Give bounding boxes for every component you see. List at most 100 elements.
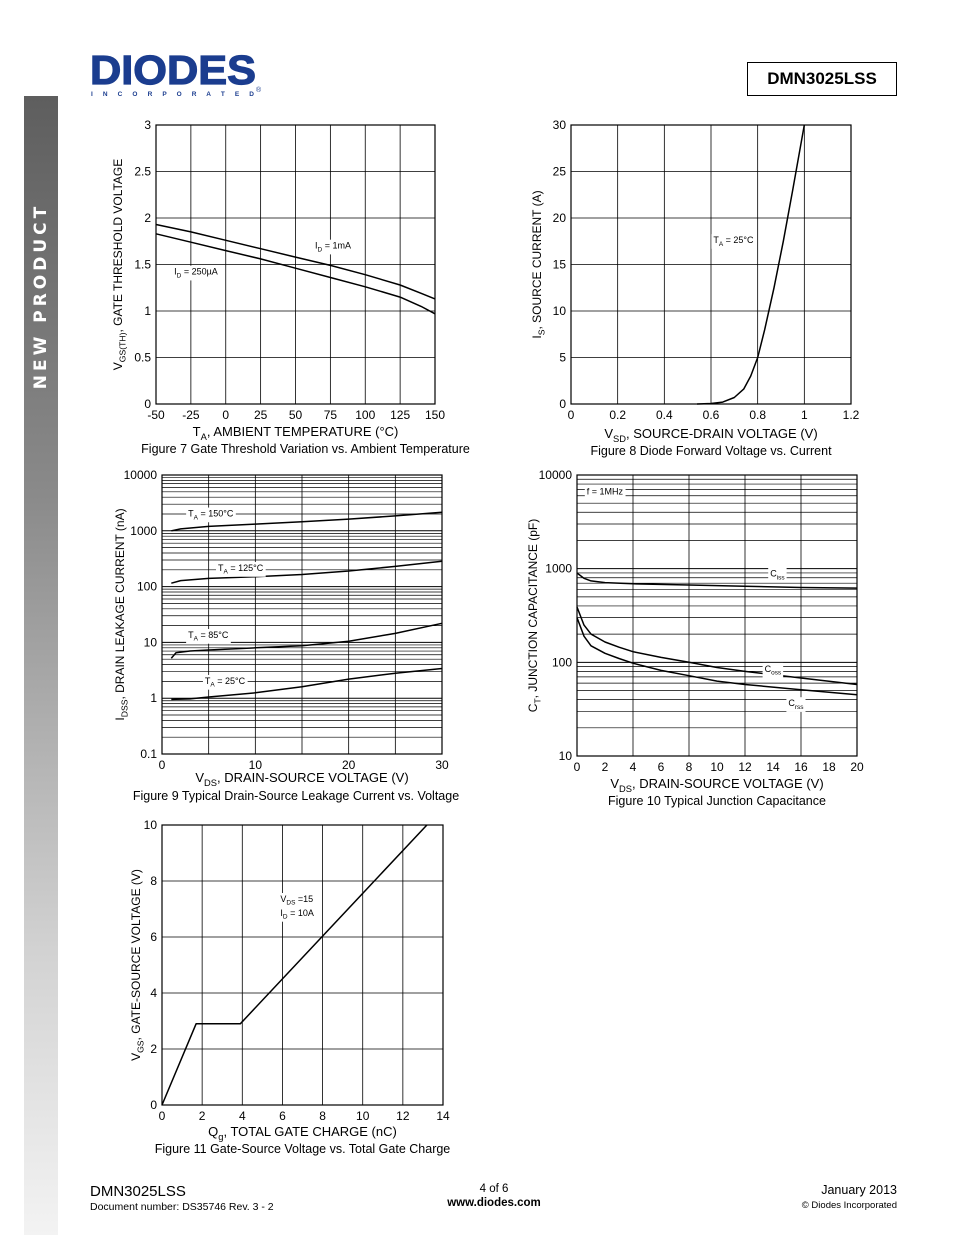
x-tick-label: 14	[766, 760, 780, 774]
annotation-label: ID = 250µA	[174, 267, 218, 280]
footer-copyright: © Diodes Incorporated	[801, 1200, 897, 1211]
y-tick-label: 1.5	[134, 258, 151, 272]
y-tick-label: 0	[144, 397, 151, 411]
x-tick-label: 125	[390, 408, 410, 422]
diodes-logo: DIODES I N C O R P O R A T E D ®	[90, 48, 262, 98]
x-tick-label: 10	[356, 1109, 370, 1123]
annotation-bg	[202, 674, 248, 690]
y-tick-label: 100	[552, 655, 572, 669]
chart-fig10: 0 2 4 6 8 10 12 14 16 18 20 10 100 1000 10000 f = 1MHz C…	[526, 468, 864, 808]
annotation-bg	[313, 239, 353, 255]
figure-caption: Figure 9 Typical Drain-Source Leakage Cu…	[133, 789, 459, 803]
annotation-label: TA = 150°C	[188, 509, 234, 522]
series-line	[696, 124, 806, 405]
annotation-bg	[186, 507, 236, 523]
plot-frame	[161, 824, 444, 1106]
y-tick-label: 10	[559, 749, 573, 763]
footer-page-number: 4 of 6	[479, 1183, 509, 1195]
y-tick-label: 15	[553, 258, 567, 272]
y-axis-label: CT, JUNCTION CAPACITANCE (pF)	[526, 519, 543, 713]
annotation-label: VDS =15	[280, 894, 313, 907]
y-tick-label: 8	[150, 874, 157, 888]
y-tick-label: 10000	[539, 468, 573, 482]
y-tick-label: 6	[150, 930, 157, 944]
x-tick-label: 2	[199, 1109, 206, 1123]
annotation-bg	[186, 628, 231, 644]
x-tick-label: 1	[801, 408, 808, 422]
x-tick-label: 8	[686, 760, 693, 774]
plot-frame	[155, 124, 436, 405]
x-tick-label: 0.6	[703, 408, 720, 422]
y-tick-label: 2	[150, 1042, 157, 1056]
y-tick-label: 1	[150, 691, 157, 705]
x-tick-label: 30	[435, 758, 449, 772]
part-number-box: DMN3025LSS	[747, 62, 897, 96]
y-tick-label: 1	[144, 304, 151, 318]
x-axis-label: VSD, SOURCE-DRAIN VOLTAGE (V)	[604, 426, 817, 444]
x-axis-label: Qg, TOTAL GATE CHARGE (nC)	[208, 1124, 397, 1142]
annotation-bg	[786, 697, 806, 712]
x-tick-label: 0.4	[656, 408, 673, 422]
annotation-label: TA = 85°C	[188, 630, 229, 643]
chart-fig7: -50 -25 0 25 50 75 100 125 150 0 0.5 1 1.5 2 2.5 3 ID = …	[111, 118, 470, 456]
footer-center: 4 of 6 www.diodes.com	[377, 1183, 611, 1209]
x-axis-label: TA, AMBIENT TEMPERATURE (°C)	[193, 424, 399, 442]
x-tick-label: 12	[738, 760, 752, 774]
series-line	[161, 824, 428, 1106]
y-tick-label: 4	[150, 986, 157, 1000]
series-line	[576, 572, 858, 589]
series-line	[155, 223, 436, 300]
figure-caption: Figure 8 Diode Forward Voltage vs. Curre…	[590, 444, 832, 458]
y-tick-label: 10	[144, 635, 158, 649]
annotation-bg	[584, 485, 626, 498]
footer-document-number: Document number: DS35746 Rev. 3 - 2	[90, 1201, 274, 1213]
x-axis-label: VDS, DRAIN-SOURCE VOLTAGE (V)	[610, 776, 823, 794]
series-line	[155, 233, 436, 315]
y-tick-label: 2.5	[134, 165, 151, 179]
x-tick-label: 100	[355, 408, 375, 422]
plot-frame	[161, 474, 443, 755]
annotation-label: Ciss	[770, 569, 784, 582]
annotation-bg	[172, 265, 220, 281]
x-tick-label: 0	[159, 758, 166, 772]
series-line	[171, 511, 443, 532]
x-tick-label: -25	[182, 408, 200, 422]
annotation-label: TA = 25°C	[205, 676, 246, 689]
x-axis-label: VDS, DRAIN-SOURCE VOLTAGE (V)	[195, 770, 408, 788]
x-tick-label: 150	[425, 408, 445, 422]
footer-website-link[interactable]: www.diodes.com	[447, 1197, 541, 1209]
x-tick-label: 6	[658, 760, 665, 774]
y-tick-label: 10	[553, 304, 567, 318]
x-tick-label: 10	[249, 758, 263, 772]
annotation-bg	[762, 662, 784, 678]
y-tick-label: 10	[144, 818, 158, 832]
y-tick-label: 0.1	[140, 747, 157, 761]
y-tick-label: 30	[553, 118, 567, 132]
y-tick-label: 100	[137, 580, 157, 594]
annotation-label: ID = 1mA	[315, 241, 351, 254]
x-tick-label: 25	[254, 408, 268, 422]
x-tick-label: 18	[822, 760, 836, 774]
series-line	[576, 617, 858, 696]
y-tick-label: 0	[150, 1098, 157, 1112]
x-tick-label: 2	[602, 760, 609, 774]
y-tick-label: 3	[144, 118, 151, 132]
y-tick-label: 0	[559, 397, 566, 411]
x-tick-label: 75	[324, 408, 338, 422]
x-tick-label: 0.8	[749, 408, 766, 422]
y-tick-label: 1000	[130, 524, 157, 538]
annotation-bg	[278, 893, 316, 908]
annotation-bg	[216, 562, 266, 577]
x-tick-label: 0	[568, 408, 575, 422]
y-tick-label: 5	[559, 351, 566, 365]
y-tick-label: 0.5	[134, 351, 151, 365]
y-axis-label: IS, SOURCE CURRENT (A)	[530, 190, 547, 338]
annotation-label: ID = 10A	[280, 908, 313, 921]
footer-right: January 2013 © Diodes Incorporated	[802, 1183, 897, 1211]
x-tick-label: 0	[222, 408, 229, 422]
x-tick-label: 20	[850, 760, 864, 774]
figure-caption: Figure 7 Gate Threshold Variation vs. Am…	[141, 442, 470, 456]
y-tick-label: 20	[553, 211, 567, 225]
